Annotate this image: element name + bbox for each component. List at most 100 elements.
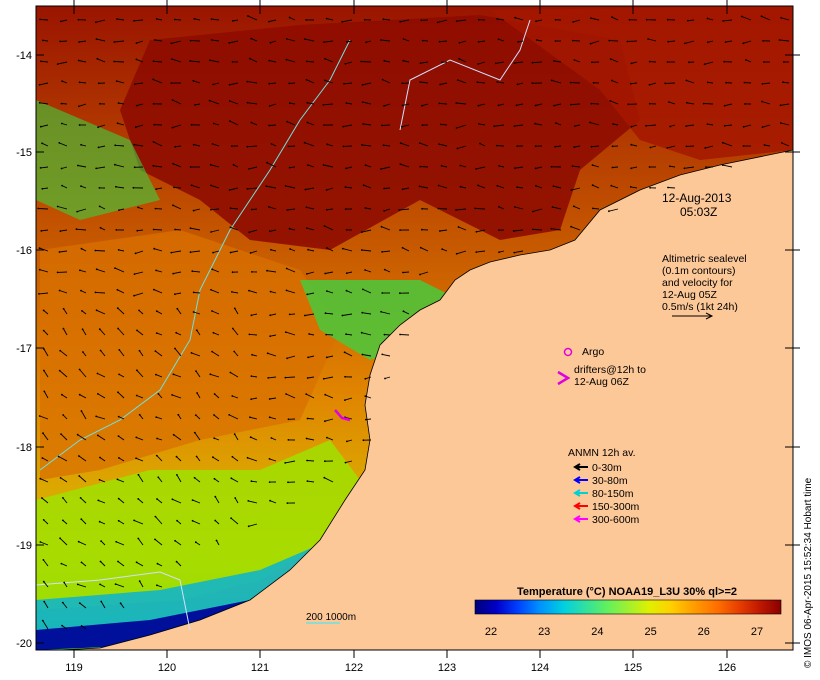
velocity-arrow-head (211, 350, 214, 353)
velocity-arrow (400, 163, 410, 168)
velocity-arrow-head (228, 414, 231, 416)
velocity-arrow (346, 333, 353, 336)
velocity-arrow-head (175, 455, 178, 458)
velocity-arrow-head (155, 454, 158, 457)
velocity-arrow-head (62, 327, 65, 330)
lon-tick-label: 119 (65, 662, 83, 674)
velocity-arrow (346, 102, 353, 105)
velocity-arrow-head (97, 434, 99, 437)
velocity-arrow (41, 497, 49, 504)
velocity-arrow-head (152, 228, 155, 231)
velocity-arrow-head (761, 100, 763, 103)
velocity-arrow (631, 124, 638, 128)
velocity-arrow-head (381, 353, 384, 356)
velocity-arrow-head (743, 81, 746, 84)
velocity-arrow (136, 103, 144, 107)
velocity-arrow-head (284, 376, 287, 379)
velocity-arrow-head (99, 456, 101, 459)
velocity-arrow (135, 250, 144, 254)
velocity-arrow (307, 122, 315, 126)
velocity-arrow (79, 369, 87, 378)
velocity-arrow (383, 103, 391, 107)
velocity-arrow (724, 124, 733, 127)
velocity-arrow-head (573, 59, 576, 61)
velocity-arrow-head (59, 477, 62, 479)
velocity-arrow (326, 18, 334, 21)
velocity-arrow-head (250, 398, 253, 401)
velocity-arrow-head (401, 188, 404, 191)
velocity-arrow-head (267, 377, 270, 379)
velocity-arrow-head (267, 206, 270, 208)
velocity-arrow-head (115, 540, 118, 543)
velocity-arrow (78, 475, 87, 483)
velocity-arrow-head (75, 228, 78, 231)
velocity-arrow (247, 457, 258, 462)
velocity-arrow-head (268, 230, 271, 233)
velocity-arrow-head (78, 455, 80, 457)
velocity-arrow-head (269, 290, 272, 293)
velocity-arrow-head (38, 415, 41, 417)
velocity-arrow (345, 186, 353, 189)
velocity-arrow (439, 229, 448, 232)
velocity-arrow-head (346, 41, 348, 43)
velocity-arrow (342, 313, 353, 316)
velocity-arrow-head (740, 15, 743, 18)
velocity-arrow-head (246, 188, 249, 190)
velocity-arrow-head (478, 123, 480, 125)
velocity-arrow (456, 19, 467, 22)
velocity-arrow-head (61, 184, 63, 187)
velocity-arrow (63, 328, 68, 336)
velocity-arrow-head (78, 393, 81, 396)
velocity-arrow (192, 499, 201, 504)
velocity-arrow-head (687, 19, 689, 22)
velocity-arrow (99, 328, 106, 336)
velocity-arrow-head (630, 143, 633, 146)
velocity-arrow (174, 348, 182, 357)
velocity-arrow-head (285, 58, 288, 61)
map-frame (35, 5, 794, 651)
velocity-arrow (514, 17, 524, 21)
velocity-arrow-head (361, 353, 364, 356)
velocity-arrow-head (421, 228, 423, 231)
velocity-arrow-head (78, 602, 81, 604)
velocity-arrow (247, 81, 258, 84)
velocity-arrow-head (99, 583, 101, 586)
velocity-arrow (213, 414, 220, 420)
velocity-arrow (608, 208, 619, 212)
velocity-arrow (250, 250, 258, 254)
velocity-arrow (323, 40, 334, 43)
velocity-arrow-head (513, 125, 516, 127)
velocity-arrow (402, 187, 410, 190)
velocity-arrow (117, 289, 125, 294)
velocity-arrow-head (62, 307, 65, 310)
velocity-arrow-head (213, 437, 216, 440)
velocity-arrow-head (284, 462, 287, 464)
velocity-arrow (305, 187, 315, 190)
velocity-arrow (195, 370, 201, 378)
velocity-arrow-head (114, 144, 117, 147)
velocity-arrow-head (288, 16, 291, 19)
velocity-arrow (269, 103, 277, 107)
velocity-arrow-head (284, 185, 287, 187)
velocity-arrow (403, 38, 410, 42)
velocity-arrow-head (436, 21, 439, 24)
velocity-arrow-head (322, 377, 325, 380)
velocity-arrow (136, 369, 144, 378)
velocity-arrow-head (172, 433, 175, 436)
velocity-arrow-head (573, 146, 576, 149)
velocity-arrow-head (341, 314, 344, 317)
velocity-arrow-head (475, 168, 477, 170)
velocity-arrow-head (251, 353, 254, 356)
velocity-arrow-head (152, 102, 155, 105)
velocity-arrow-head (477, 41, 480, 43)
velocity-arrow-head (41, 619, 44, 622)
velocity-arrow (307, 460, 315, 462)
velocity-arrow-head (286, 209, 289, 211)
velocity-arrow-head (647, 38, 649, 40)
velocity-arrow (610, 58, 619, 63)
velocity-arrow-head (157, 393, 160, 395)
velocity-arrow-head (152, 141, 155, 143)
velocity-arrow (592, 207, 600, 210)
velocity-arrow (323, 103, 334, 106)
velocity-arrow (80, 518, 87, 525)
